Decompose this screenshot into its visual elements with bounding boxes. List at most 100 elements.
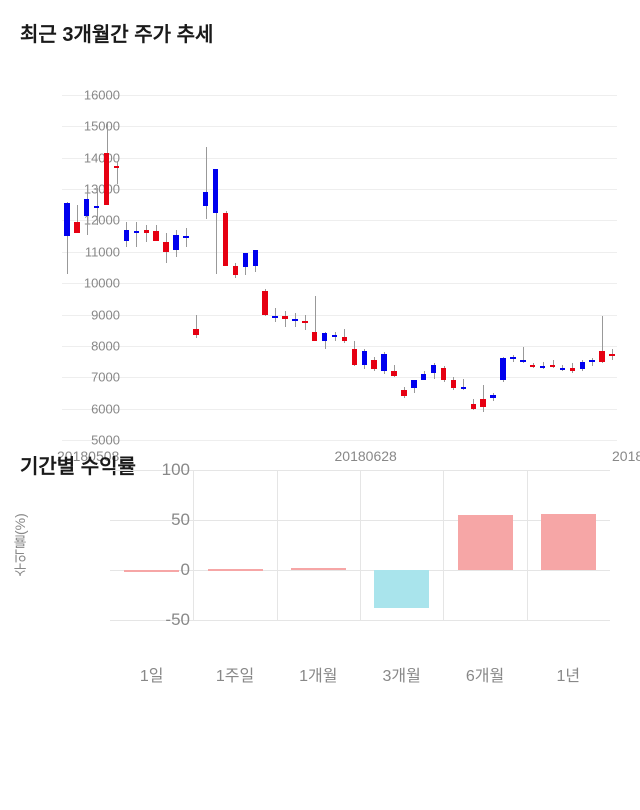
ytick-label: 10000 [70,276,120,291]
candlestick-47[interactable] [530,365,535,367]
candlestick-0[interactable] [64,203,69,236]
candlestick-3[interactable] [94,206,99,208]
candlestick-39[interactable] [451,380,456,388]
return-bar-1주일[interactable] [208,569,263,571]
candlestick-10[interactable] [163,242,168,251]
ytick-label: 8000 [70,338,120,353]
candle-wick[interactable] [136,222,137,247]
return-bar-6개월[interactable] [458,515,513,570]
bar-chart-plot-area: -50 0 50 100 1일 1주일 1개월 3개월 6개월 1년 [110,470,610,620]
candlestick-43[interactable] [490,395,495,398]
ytick-label: 11000 [70,244,120,259]
candle-wick[interactable] [146,225,147,242]
returns-bar-chart-container: 기간별 수익률 수익률(%) -50 0 50 100 1일 1주일 1개월 3개월 6개월 1년 [0,430,640,680]
return-bar-3개월[interactable] [374,570,429,608]
candlestick-31[interactable] [371,360,376,369]
candlestick-2[interactable] [84,199,89,216]
candlestick-18[interactable] [243,253,248,267]
candlestick-7[interactable] [134,231,139,233]
candlestick-15[interactable] [213,169,218,213]
candlestick-36[interactable] [421,374,426,380]
ytick-label: 9000 [70,307,120,322]
candlestick-35[interactable] [411,380,416,388]
candlestick-26[interactable] [322,333,327,341]
candlestick-13[interactable] [193,329,198,335]
candlestick-38[interactable] [441,368,446,381]
candlestick-32[interactable] [381,354,386,371]
candle-wick[interactable] [117,161,118,185]
candlestick-20[interactable] [262,291,267,315]
bar-category-label-1년: 1년 [533,662,603,686]
candlestick-22[interactable] [282,316,287,319]
candlestick-11[interactable] [173,235,178,251]
candlestick-45[interactable] [510,357,515,359]
gridline [62,377,617,378]
candlestick-40[interactable] [461,387,466,389]
ytick-label: 7000 [70,370,120,385]
candlestick-55[interactable] [609,354,614,356]
candlestick-6[interactable] [124,230,129,241]
candlestick-37[interactable] [431,365,436,373]
bar-vertical-gridline [360,470,361,620]
candlestick-12[interactable] [183,236,188,238]
bar-vertical-gridline [443,470,444,620]
candlestick-plot-area: 5000 6000 7000 8000 9000 10000 11000 12000 13000… [62,95,617,440]
bar-ytick-label: 100 [140,460,190,480]
candlestick-27[interactable] [332,335,337,337]
bar-category-label-1일: 1일 [117,662,187,686]
chart1-title: 최근 3개월간 주가 추세 [0,0,640,47]
gridline [62,126,617,127]
gridline [62,346,617,347]
bar-ytick-label: 50 [140,510,190,530]
ytick-label: 6000 [70,401,120,416]
candlestick-53[interactable] [589,360,594,362]
candlestick-33[interactable] [391,371,396,376]
candlestick-52[interactable] [580,362,585,370]
return-bar-1개월[interactable] [291,568,346,570]
bar-vertical-gridline [527,470,528,620]
gridline [62,315,617,316]
candlestick-21[interactable] [272,316,277,318]
candle-wick[interactable] [77,205,78,222]
candlestick-51[interactable] [570,368,575,371]
ytick-label: 13000 [70,182,120,197]
candlestick-8[interactable] [144,230,149,233]
gridline [62,220,617,221]
candlestick-29[interactable] [352,349,357,365]
candle-wick[interactable] [206,147,207,219]
bar-ytick-label: -50 [140,610,190,630]
bar-category-label-1주일: 1주일 [200,662,270,686]
candlestick-49[interactable] [550,365,555,367]
candlestick-54[interactable] [599,351,604,362]
ytick-label: 14000 [70,150,120,165]
candlestick-44[interactable] [500,358,505,380]
candlestick-4[interactable] [104,153,109,205]
return-bar-1년[interactable] [541,514,596,570]
candlestick-19[interactable] [253,250,258,266]
candlestick-23[interactable] [292,319,297,321]
candlestick-28[interactable] [342,337,347,342]
candlestick-17[interactable] [233,266,238,275]
candle-wick[interactable] [285,311,286,327]
candlestick-48[interactable] [540,366,545,368]
candlestick-41[interactable] [471,404,476,409]
candlestick-46[interactable] [520,360,525,362]
candlestick-25[interactable] [312,332,317,341]
return-bar-1일[interactable] [124,570,179,572]
candlestick-1[interactable] [74,222,79,233]
gridline [62,252,617,253]
ytick-label: 16000 [70,88,120,103]
candlestick-34[interactable] [401,390,406,396]
gridline [62,189,617,190]
gridline [62,158,617,159]
candlestick-16[interactable] [223,213,228,266]
candlestick-14[interactable] [203,192,208,206]
candlestick-9[interactable] [153,231,158,240]
bar-category-label-6개월: 6개월 [450,662,520,686]
bar-chart-ylabel: 수익률(%) [10,470,30,620]
candlestick-42[interactable] [480,399,485,407]
candlestick-5[interactable] [114,166,119,168]
candlestick-50[interactable] [560,368,565,370]
candlestick-30[interactable] [362,351,367,365]
candlestick-24[interactable] [302,321,307,323]
